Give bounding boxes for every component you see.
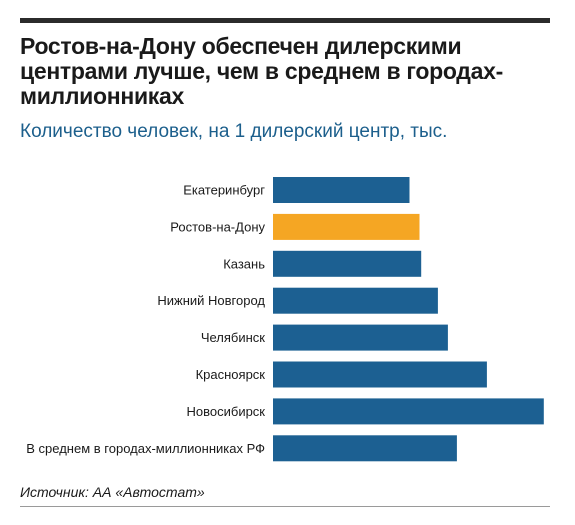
- category-labels: Екатеринбург Ростов-на-Дону Казань Нижний Н…: [26, 183, 265, 456]
- bar-3: [273, 250, 422, 277]
- bar-6: [273, 361, 487, 388]
- category-label-8: В среднем в городах-миллионниках РФ: [26, 441, 265, 456]
- bar-8: [273, 435, 457, 462]
- category-label-4: Нижний Новгород: [157, 293, 265, 308]
- bar-1: [273, 177, 410, 203]
- category-label-2: Ростов-на-Дону: [170, 219, 265, 234]
- category-label-7: Новосибирск: [187, 404, 266, 419]
- bar-chart: Екатеринбург Ростов-на-Дону Казань Нижний Н…: [26, 177, 544, 462]
- bar-4: [273, 287, 438, 314]
- source-note: Источник: АА «Автостат»: [20, 484, 205, 500]
- bars-group: [273, 177, 544, 462]
- chart-title: Ростов-на-Дону обеспечен дилерскими цент…: [20, 33, 503, 109]
- top-rule: [20, 18, 550, 23]
- category-label-1: Екатеринбург: [183, 183, 265, 198]
- bar-5: [273, 324, 448, 351]
- category-label-6: Красноярск: [196, 367, 266, 382]
- category-label-5: Челябинск: [201, 330, 265, 345]
- bar-2: [273, 213, 420, 240]
- category-label-3: Казань: [223, 256, 265, 271]
- source-rule: [20, 506, 550, 507]
- chart-subtitle: Количество человек, на 1 дилерский центр…: [20, 121, 448, 142]
- bar-7: [273, 398, 544, 425]
